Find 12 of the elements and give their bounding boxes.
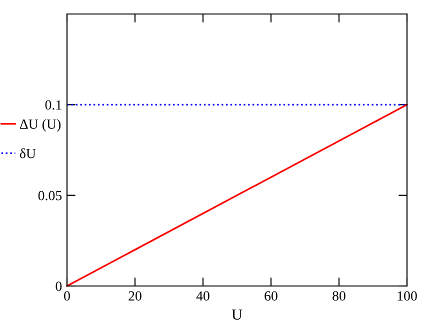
legend-label: δU — [20, 148, 36, 158]
x-tick-label: 20 — [128, 291, 142, 301]
legend-label: ΔU (U) — [20, 119, 61, 132]
x-tick-label: 60 — [264, 291, 278, 301]
y-tick-label: 0 — [56, 282, 62, 291]
x-tick-label: 80 — [332, 291, 346, 301]
x-tick-label: 40 — [196, 291, 210, 301]
x-tick-label: 0 — [64, 291, 70, 301]
x-tick-label: 100 — [398, 291, 417, 301]
y-tick-label: 0.1 — [45, 100, 62, 110]
x-axis-title: U — [232, 310, 242, 320]
y-tick-label: 0.05 — [38, 190, 62, 200]
